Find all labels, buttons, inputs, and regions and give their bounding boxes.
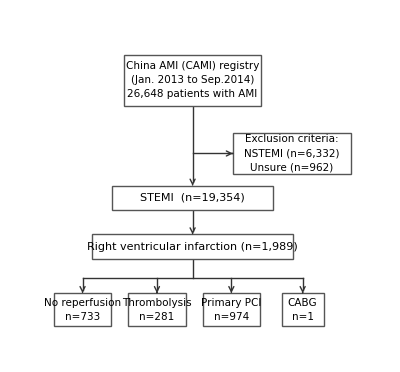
FancyBboxPatch shape (282, 293, 324, 326)
Text: Right ventricular infarction (n=1,989): Right ventricular infarction (n=1,989) (87, 241, 298, 251)
FancyBboxPatch shape (203, 293, 260, 326)
Text: Exclusion criteria:
NSTEMI (n=6,332)
Unsure (n=962): Exclusion criteria: NSTEMI (n=6,332) Uns… (244, 135, 340, 173)
FancyBboxPatch shape (124, 55, 261, 106)
FancyBboxPatch shape (54, 293, 111, 326)
FancyBboxPatch shape (92, 234, 293, 259)
Text: STEMI  (n=19,354): STEMI (n=19,354) (140, 193, 245, 203)
FancyBboxPatch shape (128, 293, 186, 326)
FancyBboxPatch shape (233, 134, 351, 173)
Text: China AMI (CAMI) registry
(Jan. 2013 to Sep.2014)
26,648 patients with AMI: China AMI (CAMI) registry (Jan. 2013 to … (126, 61, 259, 99)
FancyBboxPatch shape (112, 186, 273, 210)
Text: CABG
n=1: CABG n=1 (288, 298, 318, 322)
Text: Primary PCI
n=974: Primary PCI n=974 (201, 298, 262, 322)
Text: No reperfusion
n=733: No reperfusion n=733 (44, 298, 121, 322)
Text: Thrombolysis
n=281: Thrombolysis n=281 (122, 298, 192, 322)
